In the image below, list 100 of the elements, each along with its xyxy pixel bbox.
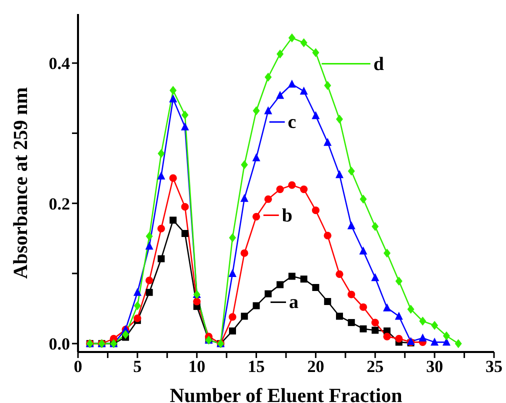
point xyxy=(431,320,438,330)
point xyxy=(181,203,189,211)
point xyxy=(240,312,248,320)
point xyxy=(288,181,296,189)
point xyxy=(348,290,356,298)
point xyxy=(169,94,178,102)
point xyxy=(146,276,154,284)
point xyxy=(228,268,237,277)
point xyxy=(348,166,355,176)
point xyxy=(157,224,165,232)
point xyxy=(372,326,379,334)
point xyxy=(395,276,402,286)
point xyxy=(145,242,154,250)
point xyxy=(276,186,284,194)
point xyxy=(252,212,260,220)
point xyxy=(348,319,355,326)
point xyxy=(359,246,368,255)
legend-label: c xyxy=(288,112,296,133)
x-tick-label: 5 xyxy=(133,357,142,376)
point xyxy=(264,106,272,114)
point xyxy=(276,90,284,99)
point xyxy=(300,86,308,95)
point xyxy=(383,303,392,312)
point xyxy=(288,80,296,88)
point xyxy=(418,333,427,342)
point xyxy=(240,160,248,170)
point xyxy=(384,248,391,258)
point xyxy=(407,304,414,314)
point xyxy=(336,312,343,320)
point xyxy=(170,86,177,95)
x-tick-label: 30 xyxy=(426,357,444,376)
x-tick-label: 35 xyxy=(486,357,502,376)
point xyxy=(324,138,332,146)
point xyxy=(252,106,260,116)
point xyxy=(336,270,344,278)
point xyxy=(312,284,320,291)
point xyxy=(360,194,367,204)
y-axis-title: Absorbance at 259 nm xyxy=(10,86,32,279)
point xyxy=(312,111,320,120)
y-tick-label: 0.4 xyxy=(48,54,70,74)
point xyxy=(252,153,260,162)
point xyxy=(360,325,367,332)
legend-label: b xyxy=(282,205,292,226)
point xyxy=(133,288,142,296)
point xyxy=(371,318,379,326)
point xyxy=(371,273,380,282)
point xyxy=(288,33,296,42)
point xyxy=(312,48,320,58)
y-tick-label: 0.2 xyxy=(48,194,70,214)
y-tick-label: 0.0 xyxy=(48,334,70,354)
point xyxy=(240,194,248,202)
point xyxy=(146,232,153,241)
point xyxy=(300,186,308,194)
point xyxy=(193,298,201,306)
point xyxy=(169,174,177,182)
point xyxy=(276,49,284,58)
point xyxy=(454,339,462,348)
x-axis-title: Number of Eluent Fraction xyxy=(170,385,402,403)
point xyxy=(288,272,296,280)
point xyxy=(181,110,188,120)
point xyxy=(158,255,165,262)
x-tick-label: 0 xyxy=(74,357,82,376)
point xyxy=(229,233,236,242)
point xyxy=(430,338,439,346)
point xyxy=(383,332,391,340)
point xyxy=(324,232,332,240)
point xyxy=(158,149,165,158)
point xyxy=(252,302,260,310)
point xyxy=(300,276,308,283)
point xyxy=(240,249,248,257)
point xyxy=(122,330,130,339)
point xyxy=(170,216,177,224)
point xyxy=(324,81,332,90)
point xyxy=(229,327,236,334)
point xyxy=(419,316,426,326)
point xyxy=(134,301,141,310)
point xyxy=(264,195,272,203)
point xyxy=(395,334,403,342)
point xyxy=(442,331,450,340)
point xyxy=(157,171,166,180)
point xyxy=(335,170,344,178)
point xyxy=(312,206,320,214)
x-tick-label: 25 xyxy=(366,357,384,376)
point xyxy=(180,122,189,130)
x-tick-label: 15 xyxy=(248,357,265,376)
legend-label: a xyxy=(289,292,299,314)
point xyxy=(359,303,368,311)
legend-label: d xyxy=(373,54,384,75)
point xyxy=(181,230,188,237)
x-tick-label: 10 xyxy=(188,357,206,376)
point xyxy=(264,290,272,298)
point xyxy=(300,38,308,48)
x-tick-label: 20 xyxy=(307,357,324,376)
point xyxy=(347,221,356,230)
point xyxy=(228,313,236,321)
point xyxy=(394,312,403,320)
point xyxy=(264,72,272,82)
point xyxy=(276,281,284,288)
point xyxy=(324,298,332,306)
point xyxy=(372,222,379,231)
